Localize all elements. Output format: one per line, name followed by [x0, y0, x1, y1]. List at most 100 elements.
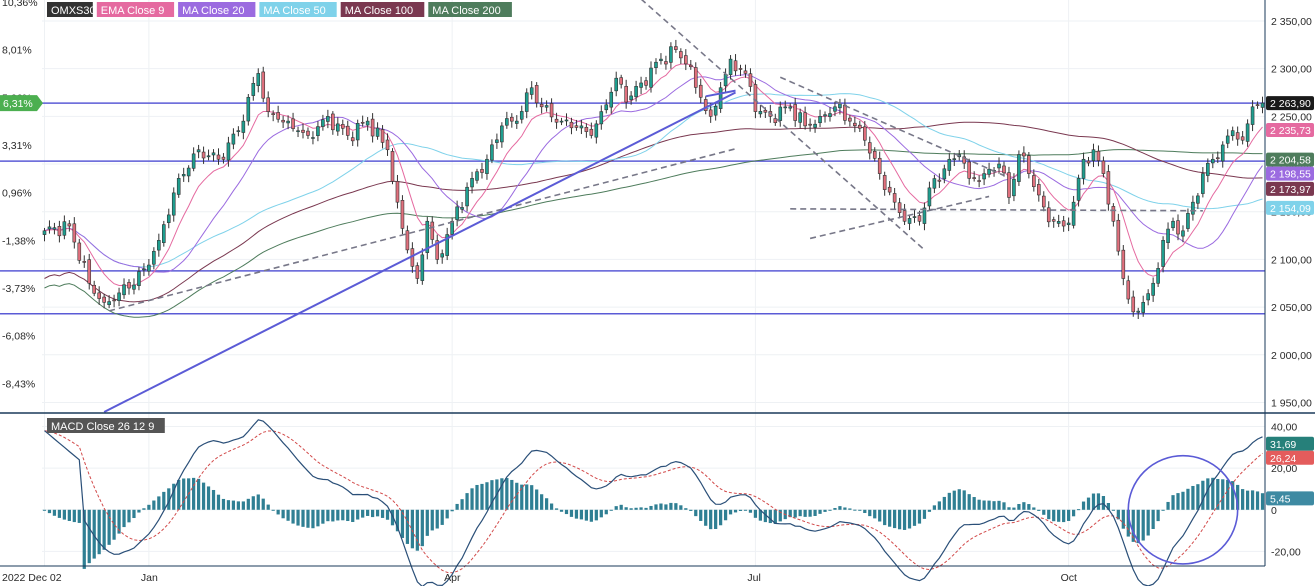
candle — [147, 259, 151, 276]
candle — [1176, 214, 1180, 241]
dashed-trendline-4 — [809, 195, 990, 240]
macd-hist-bar — [1211, 477, 1215, 510]
macd-hist-bar — [1067, 509, 1071, 521]
price-flag-5-bg — [1266, 200, 1314, 215]
candle-body — [1012, 178, 1016, 197]
candle — [1220, 141, 1225, 168]
highlight-ellipse — [1127, 454, 1239, 565]
candle-body — [937, 179, 942, 182]
macd-hist-bar — [172, 483, 176, 510]
candle — [246, 94, 251, 126]
macd-hist-bar — [554, 508, 559, 510]
macd-hist-bar — [1166, 501, 1170, 510]
candle — [793, 97, 797, 127]
macd-hist-bar — [937, 501, 941, 510]
price-flag-5: 2 154,09 — [1266, 200, 1314, 215]
candle — [1260, 96, 1265, 114]
candle — [350, 131, 355, 147]
candle — [987, 162, 991, 178]
macd-flag-1-bg — [1266, 450, 1314, 465]
macd-hist-bar — [883, 509, 887, 526]
macd-hist-bar — [584, 509, 588, 521]
candle-body — [703, 99, 708, 111]
candle-body — [947, 158, 952, 171]
candle-body — [460, 207, 464, 210]
candle-body — [261, 71, 266, 99]
candle-body — [534, 85, 539, 104]
candle — [127, 279, 131, 295]
candle-body — [1225, 135, 1230, 144]
percent-tick-8: -8,43% — [2, 378, 35, 390]
candle — [1250, 100, 1255, 132]
candle-body — [773, 118, 778, 124]
candle — [639, 76, 643, 95]
candle — [52, 222, 57, 235]
macd-hist-bar — [196, 478, 201, 510]
candle-body — [1161, 240, 1165, 267]
macd-hist-bar — [893, 509, 897, 529]
candle-body — [952, 158, 957, 160]
candle-body — [823, 114, 827, 117]
price-flag-2-bg — [1266, 152, 1314, 167]
macd-hist-bar — [709, 509, 713, 530]
candle-body — [1181, 230, 1185, 237]
candle — [927, 181, 932, 211]
macd-hist-bar — [763, 509, 767, 523]
candle-body — [1220, 144, 1225, 162]
candle — [77, 238, 82, 264]
percent-axis: 10,36%8,01%5,66%3,31%0,96%-1,38%-3,73%-6… — [0, 0, 43, 390]
macd-hist-bar — [276, 509, 280, 515]
macd-hist-bar — [515, 482, 519, 510]
candle — [196, 144, 201, 159]
macd-hist-bar — [559, 509, 564, 512]
macd-hist-bar — [167, 488, 171, 510]
macd-hist-bar — [77, 509, 81, 523]
macd-hist-bar — [42, 509, 47, 511]
macd-hist-bar — [206, 486, 211, 510]
candle — [1126, 275, 1131, 304]
candle-body — [430, 221, 435, 240]
macd-hist-bar — [530, 485, 534, 510]
candle — [1240, 131, 1245, 145]
candle — [902, 203, 907, 226]
candle — [490, 139, 494, 164]
legend-swatch — [96, 2, 175, 17]
macd-hist-bar — [599, 509, 603, 518]
candle — [266, 91, 270, 118]
candle — [1225, 129, 1230, 149]
candle-body — [251, 83, 256, 96]
macd-hist-bar — [375, 509, 380, 517]
macd-hist-bar — [942, 496, 946, 510]
candle-body — [659, 58, 663, 62]
candle — [82, 255, 87, 268]
candle-body — [679, 51, 683, 59]
candle — [67, 220, 72, 232]
candle — [216, 148, 221, 165]
macd-hist-bar — [395, 509, 400, 532]
macd-axis[interactable]: 40,00 20,00 0 -20,00 31,69 26,24 5,45 — [1266, 421, 1314, 558]
macd-pane: 40,00 20,00 0 -20,00 31,69 26,24 5,45 MACD Clo… — [42, 418, 1314, 586]
macd-hist-bar — [505, 478, 509, 510]
macd-legend: MACD Close 26 12 9 — [47, 418, 165, 433]
candle-body — [1041, 195, 1046, 208]
percent-tick-1: 8,01% — [2, 45, 32, 57]
candle — [326, 109, 330, 129]
macd-hist-bar — [366, 509, 370, 516]
candle-body — [649, 67, 653, 88]
candle-body — [654, 61, 658, 68]
macd-hist-bar — [1126, 509, 1130, 537]
price-axis[interactable]: 1 950,002 000,002 050,002 100,002 150,00… — [1266, 16, 1314, 409]
candle-body — [738, 68, 743, 70]
candle-body — [569, 121, 574, 129]
macd-flag-0: 31,69 — [1266, 436, 1314, 451]
candle — [619, 74, 623, 89]
candle — [435, 234, 440, 265]
macd-hist-bar — [216, 494, 221, 510]
time-axis[interactable]: 2022 Dec 02 Jan Apr Jul Oct — [2, 572, 1077, 584]
candle — [87, 253, 92, 290]
candle — [1017, 150, 1021, 186]
candle-body — [1051, 219, 1056, 222]
candle-body — [838, 103, 842, 109]
candle-body — [698, 84, 703, 98]
candle-body — [186, 167, 191, 177]
